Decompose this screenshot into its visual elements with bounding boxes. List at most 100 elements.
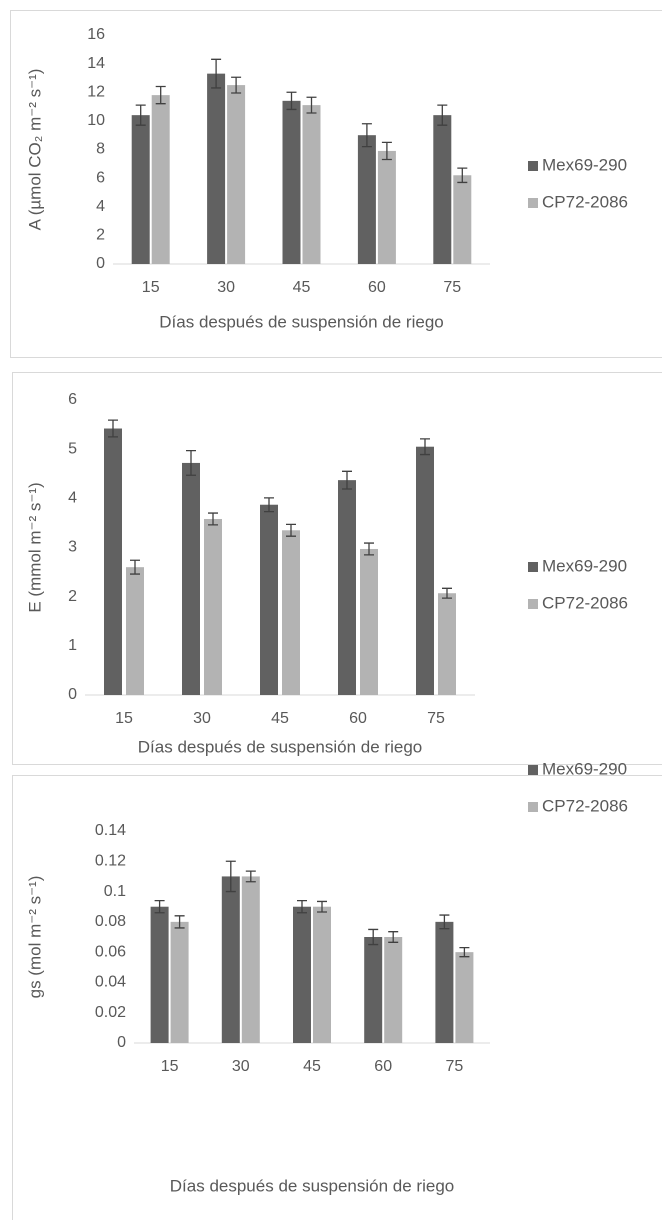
error-bar — [420, 438, 430, 456]
x-axis-title: Días después de suspensión de riego — [159, 312, 443, 331]
legend-swatch — [528, 599, 538, 609]
y-tick-label: 0 — [68, 686, 77, 703]
error-bar — [154, 900, 165, 914]
error-bar — [361, 123, 372, 148]
error-bar — [439, 914, 450, 930]
legend-label: CP72-2086 — [542, 593, 628, 612]
bar — [438, 593, 456, 695]
legend-label: Mex69-290 — [542, 155, 627, 174]
error-bar — [155, 85, 166, 105]
y-tick-label: 16 — [87, 26, 105, 43]
y-tick-label: 8 — [96, 141, 105, 158]
bar — [416, 446, 434, 695]
x-tick-label: 30 — [193, 710, 211, 727]
bar — [221, 876, 240, 1043]
legend-label: Mex69-290 — [542, 759, 627, 778]
bar — [282, 530, 300, 695]
bar — [302, 105, 321, 264]
x-tick-label: 60 — [374, 1058, 392, 1075]
x-tick-label: 45 — [271, 710, 289, 727]
y-tick-label: 4 — [68, 490, 77, 507]
bar — [227, 85, 246, 264]
x-tick-label: 15 — [115, 710, 133, 727]
y-tick-label: 0.14 — [95, 822, 126, 839]
y-tick-label: 1 — [68, 637, 77, 654]
legend-swatch — [528, 802, 538, 812]
bar — [151, 95, 170, 264]
legend-label: Mex69-290 — [542, 556, 627, 575]
bar — [207, 73, 226, 264]
error-bar — [186, 449, 196, 476]
y-tick-label: 0.1 — [104, 883, 126, 900]
x-tick-label: 75 — [427, 710, 445, 727]
error-bar — [286, 523, 296, 537]
error-bar — [388, 931, 399, 943]
x-tick-label: 30 — [232, 1058, 250, 1075]
x-tick-label: 30 — [217, 279, 235, 296]
error-bar — [245, 870, 256, 883]
bar — [204, 518, 222, 695]
x-tick-label: 60 — [368, 279, 386, 296]
panel — [12, 372, 662, 765]
x-axis-title: Días después de suspensión de riego — [170, 1176, 454, 1195]
error-bar — [368, 928, 379, 946]
bar — [313, 906, 331, 1043]
error-bar — [381, 141, 392, 161]
error-bar — [286, 91, 297, 111]
x-tick-label: 60 — [349, 710, 367, 727]
bar — [131, 115, 150, 265]
x-tick-label: 45 — [303, 1058, 321, 1075]
error-bar — [225, 860, 236, 893]
bar — [126, 567, 144, 695]
error-bar — [459, 946, 470, 958]
y-axis-title: A (µmol CO₂ m⁻² s⁻¹) — [25, 69, 44, 231]
error-bar — [130, 559, 140, 575]
x-axis-title: Días después de suspensión de riego — [138, 737, 422, 756]
y-tick-label: 0 — [96, 255, 105, 272]
y-tick-label: 12 — [87, 83, 105, 100]
legend-swatch — [528, 198, 538, 208]
y-tick-label: 0.04 — [95, 974, 126, 991]
y-tick-label: 6 — [96, 169, 105, 186]
bar — [170, 921, 189, 1043]
error-bar — [231, 76, 242, 94]
legend-label: CP72-2086 — [542, 796, 628, 815]
legend-swatch — [528, 765, 538, 775]
error-bar — [264, 497, 274, 513]
error-bar — [442, 587, 452, 599]
y-axis-title: E (mmol m⁻² s⁻¹) — [25, 482, 44, 612]
bar — [453, 175, 472, 264]
bar — [377, 150, 396, 264]
y-tick-label: 3 — [68, 539, 77, 556]
error-bar — [297, 900, 307, 914]
error-bar — [174, 915, 185, 929]
error-bar — [437, 104, 448, 126]
bar — [260, 504, 278, 695]
y-axis-title: gs (mol m⁻² s⁻¹) — [25, 876, 44, 999]
bar — [384, 937, 403, 1043]
y-tick-label: 2 — [96, 227, 105, 244]
legend-swatch — [528, 562, 538, 572]
y-tick-label: 0.02 — [95, 1004, 126, 1021]
bar — [435, 921, 454, 1043]
bar — [104, 428, 122, 695]
x-tick-label: 45 — [293, 279, 311, 296]
bar — [241, 876, 260, 1043]
y-tick-label: 4 — [96, 198, 105, 215]
error-bar — [457, 167, 468, 184]
error-bar — [364, 542, 374, 556]
x-tick-label: 75 — [443, 279, 461, 296]
error-bar — [211, 58, 222, 89]
y-tick-label: 2 — [68, 588, 77, 605]
bar — [357, 135, 376, 264]
panel — [12, 775, 662, 1220]
y-tick-label: 6 — [68, 391, 77, 408]
panel — [10, 10, 662, 358]
y-tick-label: 0.06 — [95, 943, 126, 960]
legend-label: CP72-2086 — [542, 192, 628, 211]
y-tick-label: 5 — [68, 440, 77, 457]
legend-swatch — [528, 161, 538, 171]
y-tick-label: 0.08 — [95, 913, 126, 930]
bar — [364, 937, 383, 1043]
